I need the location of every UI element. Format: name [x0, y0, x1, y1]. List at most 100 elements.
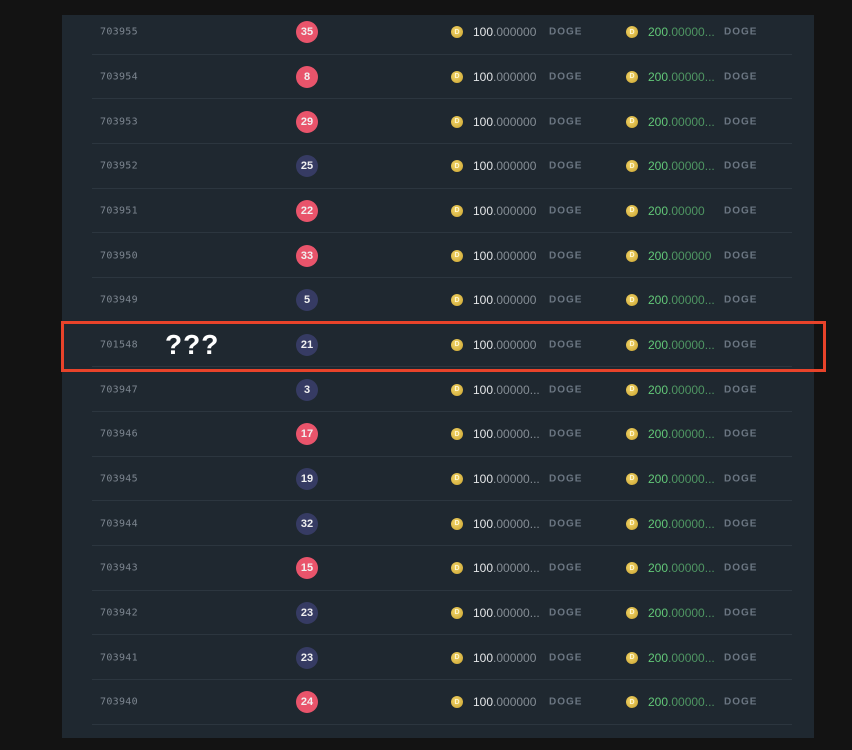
- bet-amount: 100.000000: [473, 650, 537, 665]
- payout-amount: 200.00000...: [648, 25, 715, 40]
- result-number-badge: 29: [296, 110, 318, 133]
- result-number-badge: 17: [296, 423, 318, 446]
- bet-id[interactable]: 703943: [100, 562, 138, 574]
- result-number-badge: 25: [296, 155, 318, 178]
- table-row[interactable]: 703947 3 D 100.00000... DOGE D 200.00000…: [62, 367, 814, 412]
- bet-id[interactable]: 703951: [100, 205, 138, 217]
- bet-id[interactable]: 701548: [100, 339, 138, 351]
- bet-amount: 100.00000...: [473, 382, 540, 397]
- table-row[interactable]: 703943 15 D 100.00000... DOGE D 200.0000…: [62, 546, 814, 591]
- payout-amount: 200.00000...: [648, 516, 715, 531]
- payout-amount: 200.00000: [648, 203, 705, 218]
- table-row[interactable]: 703942 23 D 100.00000... DOGE D 200.0000…: [62, 591, 814, 636]
- table-row[interactable]: 703951 22 D 100.000000 DOGE D 200.00000 …: [62, 189, 814, 234]
- bet-currency: DOGE: [549, 696, 583, 708]
- table-row[interactable]: 703944 32 D 100.00000... DOGE D 200.0000…: [62, 501, 814, 546]
- doge-coin-icon: D: [451, 651, 463, 664]
- bet-currency: DOGE: [549, 250, 583, 262]
- payout-currency: DOGE: [724, 250, 758, 262]
- payout-amount: 200.00000...: [648, 337, 715, 352]
- result-number-badge: 3: [296, 378, 318, 401]
- doge-coin-icon: D: [626, 204, 638, 217]
- table-row[interactable]: 703945 19 D 100.00000... DOGE D 200.0000…: [62, 457, 814, 502]
- table-row[interactable]: 701548 21 D 100.000000 DOGE D 200.00000.…: [62, 323, 814, 368]
- bet-amount: 100.000000: [473, 25, 537, 40]
- doge-coin-icon: D: [626, 160, 638, 173]
- payout-currency: DOGE: [724, 160, 758, 172]
- payout-amount: 200.00000...: [648, 159, 715, 174]
- doge-coin-icon: D: [626, 70, 638, 83]
- bet-currency: DOGE: [549, 26, 583, 38]
- table-row[interactable]: 703949 5 D 100.000000 DOGE D 200.00000..…: [62, 278, 814, 323]
- table-row[interactable]: 703946 17 D 100.00000... DOGE D 200.0000…: [62, 412, 814, 457]
- bet-currency: DOGE: [549, 518, 583, 530]
- result-number-badge: 19: [296, 467, 318, 490]
- payout-currency: DOGE: [724, 116, 758, 128]
- result-number-badge: 35: [296, 21, 318, 44]
- table-row[interactable]: 703953 29 D 100.000000 DOGE D 200.00000.…: [62, 99, 814, 144]
- table-row[interactable]: 703950 33 D 100.000000 DOGE D 200.000000…: [62, 233, 814, 278]
- table-row[interactable]: 703940 24 D 100.000000 DOGE D 200.00000.…: [62, 680, 814, 725]
- payout-currency: DOGE: [724, 384, 758, 396]
- bets-list: 703955 35 D 100.000000 DOGE D 200.00000.…: [62, 15, 814, 725]
- bet-currency: DOGE: [549, 562, 583, 574]
- table-row[interactable]: 703952 25 D 100.000000 DOGE D 200.00000.…: [62, 144, 814, 189]
- table-row[interactable]: 703954 8 D 100.000000 DOGE D 200.00000..…: [62, 55, 814, 100]
- bet-currency: DOGE: [549, 607, 583, 619]
- table-row[interactable]: 703941 23 D 100.000000 DOGE D 200.00000.…: [62, 635, 814, 680]
- result-number-badge: 33: [296, 244, 318, 267]
- doge-coin-icon: D: [626, 383, 638, 396]
- bet-amount: 100.000000: [473, 293, 537, 308]
- payout-amount: 200.00000...: [648, 650, 715, 665]
- bet-currency: DOGE: [549, 205, 583, 217]
- highlight-box: [61, 321, 826, 372]
- table-row[interactable]: 703955 35 D 100.000000 DOGE D 200.00000.…: [62, 15, 814, 55]
- result-number-badge: 23: [296, 646, 318, 669]
- bet-amount: 100.000000: [473, 114, 537, 129]
- payout-currency: DOGE: [724, 696, 758, 708]
- result-number-badge: 8: [296, 65, 318, 88]
- result-number-badge: 5: [296, 289, 318, 312]
- bet-id[interactable]: 703955: [100, 26, 138, 38]
- doge-coin-icon: D: [626, 606, 638, 619]
- doge-coin-icon: D: [626, 651, 638, 664]
- bet-id[interactable]: 703942: [100, 607, 138, 619]
- doge-coin-icon: D: [626, 26, 638, 39]
- payout-currency: DOGE: [724, 294, 758, 306]
- result-number-badge: 24: [296, 691, 318, 714]
- payout-amount: 200.00000...: [648, 293, 715, 308]
- bet-id[interactable]: 703952: [100, 160, 138, 172]
- bet-amount: 100.000000: [473, 248, 537, 263]
- bet-id[interactable]: 703947: [100, 384, 138, 396]
- bet-id[interactable]: 703941: [100, 652, 138, 664]
- doge-coin-icon: D: [626, 115, 638, 128]
- bet-id[interactable]: 703954: [100, 71, 138, 83]
- bet-amount: 100.000000: [473, 69, 537, 84]
- bet-id[interactable]: 703953: [100, 116, 138, 128]
- bet-id[interactable]: 703944: [100, 518, 138, 530]
- payout-amount: 200.00000...: [648, 114, 715, 129]
- doge-coin-icon: D: [451, 26, 463, 39]
- doge-coin-icon: D: [626, 517, 638, 530]
- bet-id[interactable]: 703946: [100, 428, 138, 440]
- bet-id[interactable]: 703940: [100, 696, 138, 708]
- doge-coin-icon: D: [451, 294, 463, 307]
- payout-currency: DOGE: [724, 607, 758, 619]
- payout-amount: 200.00000...: [648, 382, 715, 397]
- result-number-badge: 32: [296, 512, 318, 535]
- bet-currency: DOGE: [549, 160, 583, 172]
- bet-currency: DOGE: [549, 339, 583, 351]
- bet-amount: 100.00000...: [473, 471, 540, 486]
- bet-id[interactable]: 703945: [100, 473, 138, 485]
- payout-amount: 200.00000...: [648, 69, 715, 84]
- doge-coin-icon: D: [451, 696, 463, 709]
- bet-amount: 100.000000: [473, 337, 537, 352]
- bet-id[interactable]: 703950: [100, 250, 138, 262]
- bet-amount: 100.000000: [473, 203, 537, 218]
- bet-amount: 100.000000: [473, 159, 537, 174]
- payout-currency: DOGE: [724, 473, 758, 485]
- payout-currency: DOGE: [724, 205, 758, 217]
- payout-currency: DOGE: [724, 428, 758, 440]
- bet-id[interactable]: 703949: [100, 294, 138, 306]
- payout-currency: DOGE: [724, 652, 758, 664]
